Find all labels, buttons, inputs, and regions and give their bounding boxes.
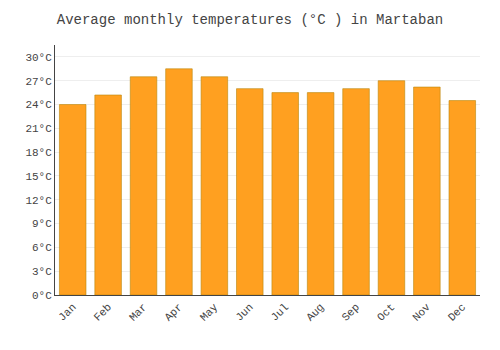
svg-text:Apr: Apr <box>162 301 184 323</box>
svg-text:9°C: 9°C <box>32 218 52 230</box>
svg-text:0°C: 0°C <box>32 290 52 302</box>
svg-text:May: May <box>198 301 221 324</box>
svg-text:Sep: Sep <box>340 301 362 323</box>
svg-text:18°C: 18°C <box>25 147 52 159</box>
svg-text:15°C: 15°C <box>25 171 52 183</box>
svg-text:21°C: 21°C <box>25 123 52 135</box>
svg-text:Nov: Nov <box>410 301 433 324</box>
svg-text:3°C: 3°C <box>32 266 52 278</box>
svg-text:12°C: 12°C <box>25 195 52 207</box>
svg-text:Oct: Oct <box>375 301 397 323</box>
svg-text:Aug: Aug <box>304 301 326 323</box>
svg-text:Dec: Dec <box>446 301 468 323</box>
svg-text:Jul: Jul <box>269 301 291 323</box>
svg-text:27°C: 27°C <box>25 76 52 88</box>
svg-text:6°C: 6°C <box>32 242 52 254</box>
svg-text:Feb: Feb <box>92 301 114 323</box>
svg-text:30°C: 30°C <box>25 52 52 64</box>
svg-text:Average monthly temperatures (: Average monthly temperatures (°C ) in Ma… <box>57 12 443 28</box>
svg-text:24°C: 24°C <box>25 99 52 111</box>
svg-text:Jun: Jun <box>233 301 255 323</box>
svg-text:Mar: Mar <box>127 301 149 323</box>
svg-text:Jan: Jan <box>56 301 78 323</box>
